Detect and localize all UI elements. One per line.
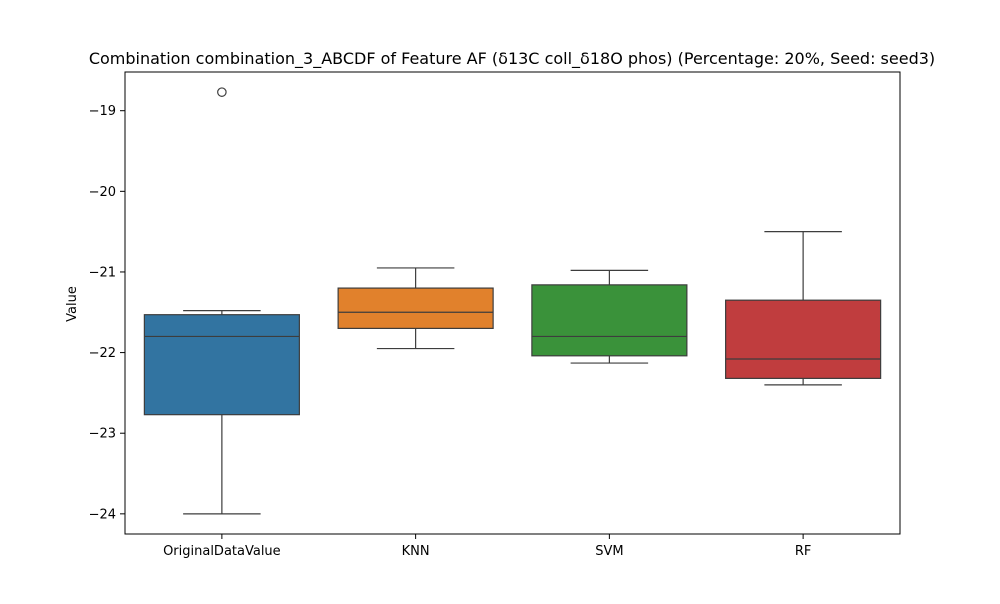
y-tick-label: −19 [89, 104, 116, 119]
x-tick-label: OriginalDataValue [163, 544, 281, 559]
box-knn [337, 287, 494, 329]
plot-area: −24 −23 −22 −21 −20 −19 OriginalDataValue KNN SV… [89, 87, 882, 559]
y-tick-label: −22 [89, 346, 116, 361]
box-svm [531, 284, 688, 357]
y-tick-label: −23 [89, 427, 116, 442]
y-tick-label: −20 [89, 185, 116, 200]
y-axis-label: Value [65, 286, 80, 322]
box-originaldatavalue [143, 314, 300, 416]
outlier-point [217, 87, 227, 97]
plot-frame [124, 71, 901, 535]
x-tick-label: SVM [595, 544, 623, 559]
box-rf [725, 299, 882, 379]
y-tick-label: −21 [89, 265, 116, 280]
x-tick-label: RF [795, 544, 812, 559]
x-tick-label: KNN [402, 544, 430, 559]
y-tick-label: −24 [89, 507, 116, 522]
chart-title: Combination combination_3_ABCDF of Featu… [89, 49, 935, 69]
